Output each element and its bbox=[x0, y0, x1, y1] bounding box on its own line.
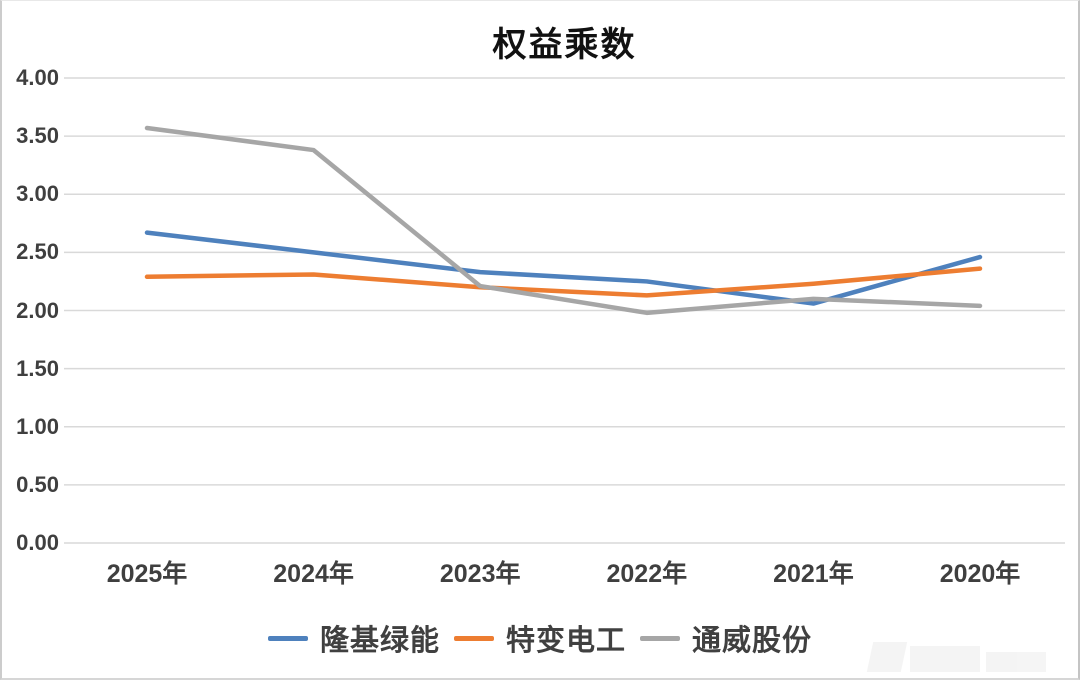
x-axis-tick-label: 2022年 bbox=[606, 560, 688, 588]
y-axis-tick-label: 3.00 bbox=[16, 181, 59, 207]
y-axis-tick-label: 0.50 bbox=[16, 471, 59, 497]
y-axis-tick-label: 1.00 bbox=[16, 413, 59, 439]
watermark-glyph bbox=[910, 646, 980, 672]
legend-label: 通威股份 bbox=[692, 625, 813, 657]
series-line-特变电工 bbox=[144, 266, 983, 298]
legend: 隆基绿能 特变电工 通威股份 bbox=[2, 617, 1078, 659]
y-axis-tick-label: 4.00 bbox=[16, 65, 59, 90]
x-axis-tick-label: 2021年 bbox=[773, 560, 854, 588]
x-axis-tick-label: 2020年 bbox=[939, 560, 1021, 588]
watermark-glyph bbox=[866, 642, 908, 672]
legend-item: 特变电工 bbox=[453, 617, 626, 659]
watermark-glyph bbox=[986, 652, 1046, 672]
legend-label: 特变电工 bbox=[505, 625, 626, 657]
chart-title: 权益乘数 bbox=[492, 27, 637, 64]
legend-line-marker bbox=[640, 635, 680, 641]
legend-line-marker bbox=[267, 635, 308, 641]
series-line-隆基绿能 bbox=[144, 230, 983, 306]
series-line-通威股份 bbox=[144, 125, 983, 316]
x-axis-tick-label: 2024年 bbox=[273, 560, 354, 588]
y-axis-tick-label: 1.50 bbox=[16, 355, 59, 381]
y-axis-tick-label: 0.00 bbox=[16, 530, 59, 555]
x-axis-tick-label: 2025年 bbox=[106, 560, 188, 588]
y-axis-tick-label: 2.00 bbox=[16, 297, 59, 323]
legend-label: 隆基绿能 bbox=[319, 625, 440, 657]
watermark bbox=[866, 636, 1060, 672]
legend-item: 通威股份 bbox=[640, 617, 812, 659]
y-axis-tick-label: 3.50 bbox=[16, 123, 59, 149]
legend-line-marker bbox=[453, 635, 494, 641]
legend-item: 隆基绿能 bbox=[267, 617, 440, 659]
y-axis-tick-label: 2.50 bbox=[16, 239, 59, 265]
x-axis-tick-label: 2023年 bbox=[439, 560, 521, 588]
